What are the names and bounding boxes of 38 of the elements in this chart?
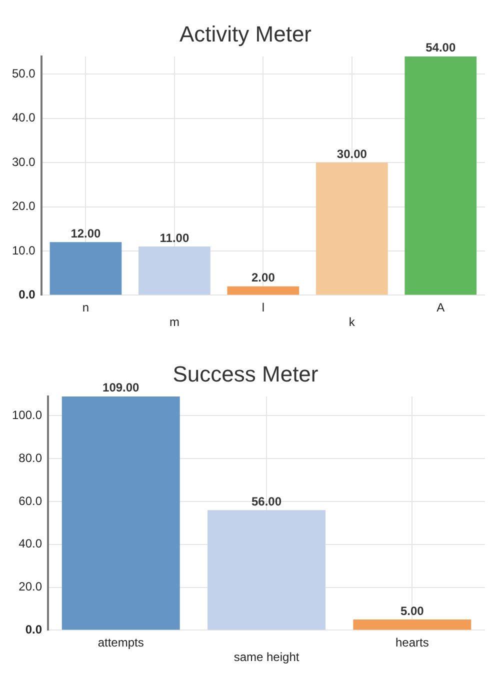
y-tick-label: 40.0 bbox=[12, 110, 36, 125]
data-label: 109.00 bbox=[102, 380, 140, 395]
data-label: 56.00 bbox=[252, 494, 282, 508]
bar bbox=[404, 56, 477, 295]
y-tick-label: 20.0 bbox=[12, 199, 36, 214]
x-tick-label: n bbox=[82, 300, 90, 315]
x-tick-label: attempts bbox=[98, 636, 144, 650]
y-tick-label: 100.0 bbox=[12, 408, 42, 422]
bar bbox=[316, 162, 388, 295]
x-tick-label: hearts bbox=[395, 636, 429, 650]
x-tick-label: l bbox=[262, 300, 265, 315]
x-tick-label: m bbox=[169, 315, 180, 330]
data-label: 54.00 bbox=[426, 40, 456, 55]
y-tick-label: 80.0 bbox=[18, 450, 42, 465]
data-label: 30.00 bbox=[336, 146, 368, 161]
x-tick-label: A bbox=[436, 300, 445, 315]
y-tick-label: 50.0 bbox=[12, 66, 36, 80]
data-label: 11.00 bbox=[160, 230, 190, 245]
data-label: 2.00 bbox=[252, 270, 276, 285]
data-label: 5.00 bbox=[400, 604, 424, 618]
bar bbox=[353, 619, 472, 630]
chart-title: Activity Meter bbox=[179, 21, 312, 46]
bar bbox=[50, 242, 122, 295]
chart-title: Success Meter bbox=[172, 361, 318, 386]
bar bbox=[138, 246, 210, 295]
y-tick-label: 0.0 bbox=[18, 288, 36, 302]
data-label: 12.00 bbox=[70, 226, 102, 240]
y-tick-label: 60.0 bbox=[18, 494, 42, 508]
y-tick-label: 10.0 bbox=[12, 243, 36, 258]
y-tick-label: 0.0 bbox=[25, 622, 42, 637]
bar bbox=[208, 510, 326, 630]
bar bbox=[62, 396, 180, 630]
y-tick-label: 30.0 bbox=[12, 154, 36, 169]
x-tick-label: k bbox=[348, 315, 356, 330]
y-tick-label: 20.0 bbox=[18, 580, 42, 594]
bar bbox=[227, 286, 300, 295]
y-tick-label: 40.0 bbox=[18, 536, 42, 551]
x-tick-label: same height bbox=[234, 650, 300, 664]
